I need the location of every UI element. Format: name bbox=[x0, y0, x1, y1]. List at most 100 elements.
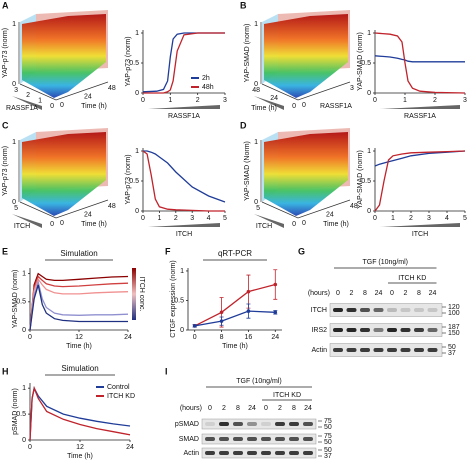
a-tick-label: 5 bbox=[256, 205, 260, 212]
y-tick-label: 0 bbox=[135, 208, 139, 215]
x-label: Time (h) bbox=[67, 453, 93, 460]
series-line bbox=[29, 284, 128, 331]
y-tick-label: 1 bbox=[135, 148, 139, 155]
y-tick-label: 1 bbox=[180, 268, 184, 275]
row-label: Actin bbox=[311, 347, 327, 354]
y-tick-label: 0 bbox=[22, 437, 26, 444]
series-line bbox=[29, 277, 129, 331]
b-tick-label: 48 bbox=[108, 203, 116, 210]
x-tick-label: 3 bbox=[427, 215, 431, 222]
a-label: ITCH bbox=[14, 223, 30, 230]
x-tick-label: 1 bbox=[157, 215, 161, 222]
a-tick-label: 5 bbox=[14, 205, 18, 212]
lane-label: 0 bbox=[264, 405, 268, 412]
lane-label: 2 bbox=[404, 290, 408, 297]
z-label: YAP-SMAD (Norm) bbox=[244, 141, 251, 201]
gradient-wedge bbox=[12, 96, 42, 110]
x-tick-label: 1 bbox=[403, 97, 407, 104]
marker-label: 100 bbox=[448, 310, 460, 317]
marker-label: 187 bbox=[448, 324, 460, 331]
lane-label: 24 bbox=[248, 405, 256, 412]
series-line bbox=[29, 272, 129, 331]
panel-letter: B bbox=[240, 0, 247, 10]
x-tick-label: 5 bbox=[463, 215, 467, 222]
row-label: pSMAD bbox=[175, 421, 199, 428]
series-line bbox=[374, 150, 466, 167]
band bbox=[346, 328, 357, 332]
x-tick-label: 1 bbox=[168, 97, 172, 104]
x-tick-label: 24 bbox=[126, 444, 134, 451]
marker-label: 50 bbox=[324, 447, 332, 454]
z-label: YAP-SMAD (norm) bbox=[244, 24, 251, 83]
chart-title: Simulation bbox=[61, 364, 98, 373]
band bbox=[400, 328, 411, 332]
lane-label: 2 bbox=[350, 290, 354, 297]
y-label: pSMAD (norm) bbox=[12, 388, 19, 435]
chart-title: qRT-PCR bbox=[218, 249, 252, 258]
lane-label: 8 bbox=[417, 290, 421, 297]
lane-label: 0 bbox=[208, 405, 212, 412]
band bbox=[414, 348, 424, 352]
a-tick-label: 48 bbox=[252, 87, 260, 94]
data-point bbox=[246, 309, 251, 313]
panel-letter: F bbox=[165, 246, 171, 256]
x-tick-label: 16 bbox=[245, 334, 253, 341]
x-tick-label: 0 bbox=[141, 97, 145, 104]
series-line bbox=[374, 32, 466, 94]
x-tick-label: 8 bbox=[220, 334, 224, 341]
y-tick-label: 0.5 bbox=[16, 299, 26, 306]
gradient-wedge bbox=[12, 214, 42, 228]
lane-label: 2 bbox=[278, 405, 282, 412]
data-point bbox=[219, 319, 224, 323]
x-tick-label: 0 bbox=[28, 334, 32, 341]
gradient-wedge bbox=[380, 223, 460, 227]
b-tick-label: 48 bbox=[108, 85, 116, 92]
series-line bbox=[142, 150, 225, 212]
band bbox=[387, 308, 397, 312]
b-label: RASSF1A bbox=[320, 103, 352, 110]
x-tick-label: 0 bbox=[193, 334, 197, 341]
z-tick-label: 1 bbox=[12, 21, 16, 28]
a-label: ITCH bbox=[256, 223, 272, 230]
b-tick-label: 3 bbox=[350, 85, 354, 92]
band bbox=[205, 451, 215, 455]
band bbox=[261, 451, 271, 455]
band bbox=[261, 422, 271, 426]
blot-title: TGF (10ng/ml) bbox=[236, 378, 282, 385]
y-label: CTGF expression (norm) bbox=[170, 260, 177, 337]
z-label: YAP-p73 (norm) bbox=[2, 146, 9, 196]
band bbox=[275, 451, 285, 455]
lane-label: 2 bbox=[222, 405, 226, 412]
lane-label: 0 bbox=[336, 290, 340, 297]
blot-strip bbox=[201, 418, 317, 430]
marker-label: 50 bbox=[324, 439, 332, 446]
lane-label: 24 bbox=[375, 290, 383, 297]
a-label: RASSF1A bbox=[6, 105, 38, 112]
x-label: Time (h) bbox=[66, 343, 92, 350]
a-label: Time (h) bbox=[251, 105, 277, 112]
surface bbox=[264, 132, 348, 216]
band bbox=[346, 348, 357, 352]
legend-label: 48h bbox=[202, 84, 214, 91]
lane-label: 0 bbox=[390, 290, 394, 297]
chart-title: Simulation bbox=[60, 249, 97, 258]
x-label: Time (h) bbox=[222, 343, 248, 350]
z-tick-label: 1 bbox=[254, 21, 258, 28]
band bbox=[427, 348, 438, 352]
b-tick-label: 24 bbox=[84, 211, 92, 218]
band bbox=[373, 308, 384, 312]
gradient-wedge bbox=[254, 96, 284, 110]
band bbox=[360, 328, 370, 332]
panel-letter: H bbox=[2, 366, 9, 376]
series-line bbox=[29, 275, 129, 331]
surface bbox=[22, 132, 106, 216]
z-tick-label: 0 bbox=[254, 81, 258, 88]
b-tick-label: 24 bbox=[84, 93, 92, 100]
y-label: YAP-SMAD (norm) bbox=[357, 32, 364, 91]
band bbox=[205, 437, 215, 441]
x-tick-label: 3 bbox=[463, 97, 467, 104]
x-tick-label: 4 bbox=[445, 215, 449, 222]
band bbox=[373, 348, 384, 352]
band bbox=[219, 437, 229, 441]
a-tick-label: 0 bbox=[50, 221, 54, 228]
